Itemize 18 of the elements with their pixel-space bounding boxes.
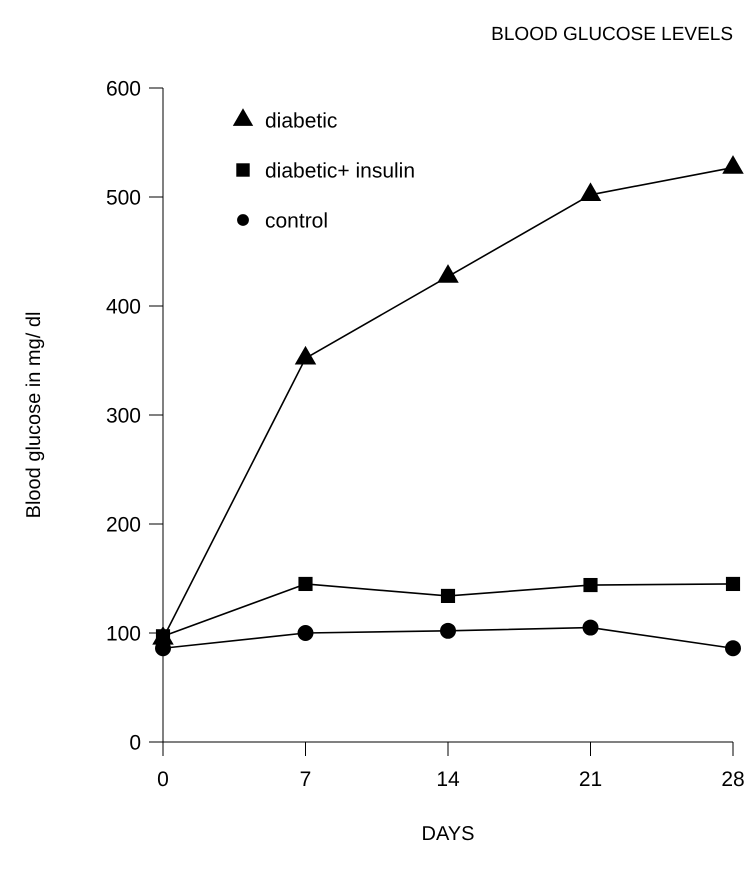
legend-label: control: [265, 209, 328, 232]
legend-label: diabetic+ insulin: [265, 159, 416, 182]
y-tick-label: 0: [129, 731, 141, 754]
x-tick-label: 0: [157, 768, 169, 791]
legend-label: diabetic: [265, 109, 338, 132]
y-tick-label: 500: [106, 186, 141, 210]
y-tick-label: 600: [106, 77, 141, 100]
y-tick-label: 400: [106, 295, 141, 318]
x-axis-title: DAYS: [422, 823, 474, 845]
y-tick-label: 100: [106, 622, 141, 646]
chart-title: BLOOD GLUCOSE LEVELS: [491, 24, 733, 45]
x-tick-label: 14: [436, 768, 460, 791]
x-tick-label: 21: [578, 768, 602, 791]
x-tick-label: 28: [721, 768, 745, 791]
x-tick-label: 7: [300, 768, 312, 791]
y-tick-label: 300: [106, 404, 141, 428]
y-axis-title: Blood glucose in mg/ dl: [23, 312, 45, 518]
y-tick-label: 200: [106, 513, 141, 536]
